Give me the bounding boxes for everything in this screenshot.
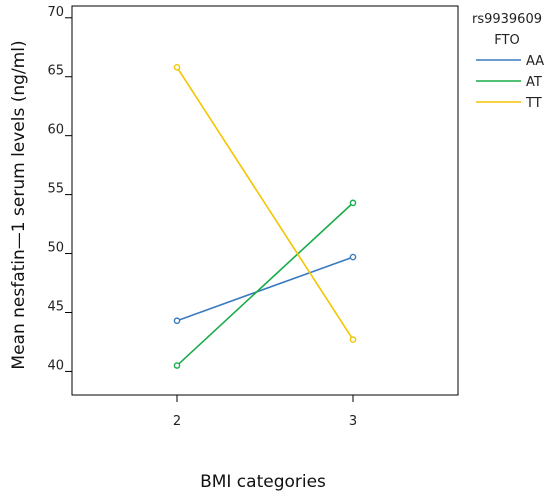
data-point-tt (173, 63, 181, 71)
legend-label-aa: AA (526, 54, 544, 69)
data-point-aa (173, 317, 181, 325)
x-tick-label: 3 (349, 414, 357, 429)
series-tt (173, 63, 357, 343)
legend-title-line1: rs9939609 (472, 12, 542, 27)
series-line-aa (176, 256, 354, 322)
x-axis-title: BMI categories (200, 472, 326, 492)
data-point-aa (349, 253, 357, 261)
data-point-at (173, 362, 181, 369)
series-line-at (176, 202, 354, 367)
y-axis-title: Mean nesfatin—1 serum levels (ng/ml) (9, 40, 29, 369)
data-point-tt (349, 336, 357, 343)
series-at (173, 199, 357, 369)
legend-title-line2: FTO (494, 33, 519, 48)
plot-frame (71, 5, 459, 396)
series-aa (173, 253, 357, 325)
y-axis: 40 45 50 55 60 65 70 (47, 5, 72, 373)
legend: rs9939609 FTO AA AT TT (472, 12, 544, 111)
legend-items: AA AT TT (476, 54, 544, 111)
y-tick-label: 40 (47, 358, 64, 373)
y-tick-label: 65 (47, 64, 64, 79)
legend-label-tt: TT (525, 96, 542, 111)
series-layer (173, 63, 357, 369)
y-tick-label: 60 (47, 123, 64, 138)
y-tick-label: 45 (47, 299, 64, 314)
y-tick-label: 50 (47, 241, 64, 256)
y-tick-label: 70 (47, 5, 64, 20)
data-point-at (349, 199, 357, 207)
x-tick-label: 2 (173, 414, 181, 429)
series-line-tt (176, 66, 354, 341)
legend-label-at: AT (526, 75, 542, 90)
y-tick-label: 55 (47, 182, 64, 197)
